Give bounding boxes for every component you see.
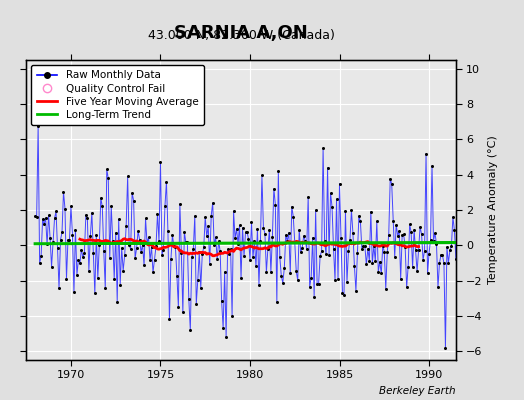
Legend: Raw Monthly Data, Quality Control Fail, Five Year Moving Average, Long-Term Tren: Raw Monthly Data, Quality Control Fail, … [31,65,204,125]
Title: SARNIA A,ON: SARNIA A,ON [174,24,308,42]
Y-axis label: Temperature Anomaly (°C): Temperature Anomaly (°C) [488,136,498,284]
Text: 43.000 N, 82.300 W (Canada): 43.000 N, 82.300 W (Canada) [148,29,334,42]
Text: Berkeley Earth: Berkeley Earth [379,386,456,396]
